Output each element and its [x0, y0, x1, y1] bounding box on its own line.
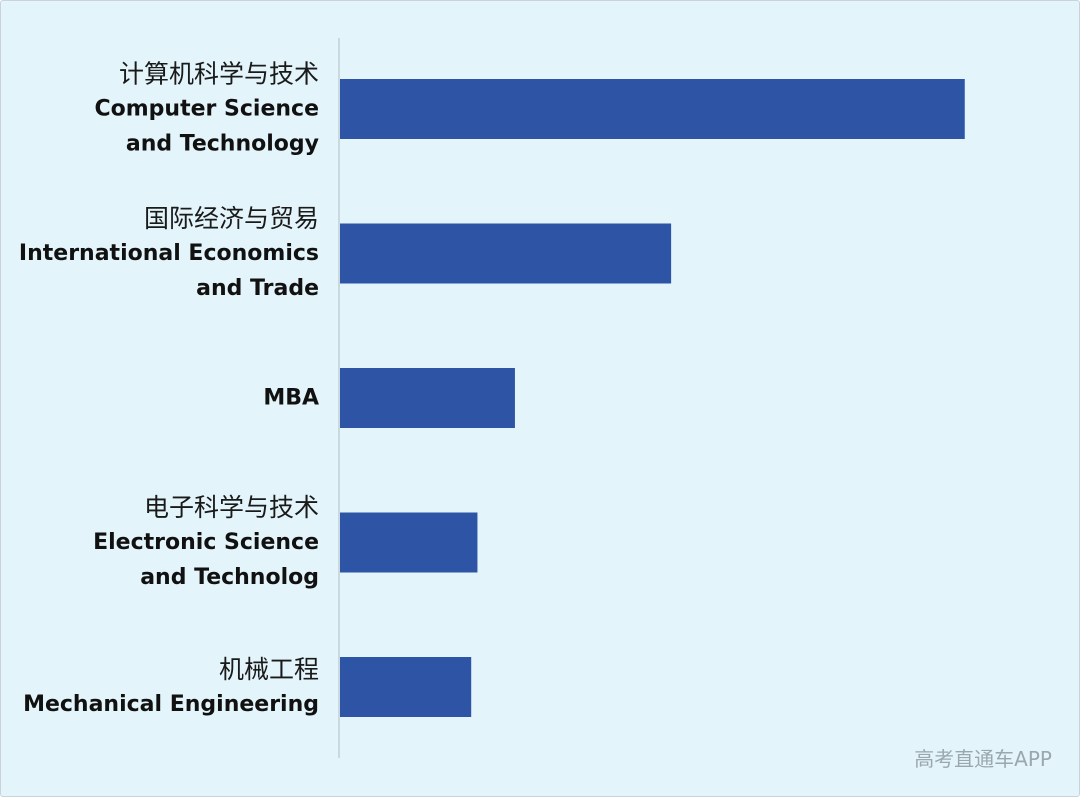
category-label-cn: 国际经济与贸易	[144, 204, 319, 233]
bar	[340, 512, 478, 573]
category-label-en: Electronic Science	[93, 530, 319, 555]
category-label-en: International Economics	[19, 241, 319, 266]
category-label-en: Computer Science	[94, 97, 319, 122]
bar	[340, 79, 965, 139]
watermark-text: 高考直通车APP	[914, 747, 1052, 771]
category-label-cn: 计算机科学与技术	[119, 60, 319, 89]
category-label-cn: 机械工程	[219, 655, 319, 684]
bars	[340, 79, 965, 717]
category-label-en: and Trade	[196, 276, 319, 301]
bar	[340, 657, 472, 717]
category-label-en: and Technolog	[140, 565, 319, 590]
category-label-en: and Technology	[126, 132, 319, 157]
category-label-cn: 电子科学与技术	[144, 493, 319, 522]
category-label-en: MBA	[263, 386, 319, 411]
bar	[340, 223, 672, 284]
category-labels: 计算机科学与技术 Computer Science and Technology 国际…	[19, 60, 319, 718]
category-label-en: Mechanical Engineering	[23, 692, 319, 717]
bar	[340, 368, 515, 428]
